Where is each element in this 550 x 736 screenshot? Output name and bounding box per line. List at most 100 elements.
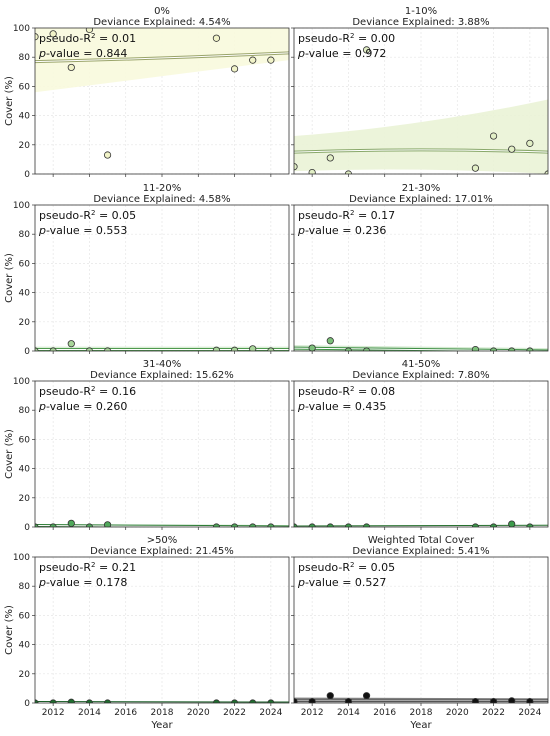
p-value-annotation: p-value = 0.553	[38, 224, 127, 237]
y-tick-label: 60	[19, 435, 31, 445]
data-point	[508, 145, 516, 153]
y-axis-label: Cover (%)	[4, 253, 15, 303]
p-value-annotation: p-value = 0.844	[38, 47, 127, 60]
plot-area	[294, 46, 548, 174]
pseudo-r2-annotation: pseudo-R2 = 0.17	[298, 209, 395, 222]
panel-title: 11-20%	[143, 183, 182, 194]
x-tick-label: 2022	[482, 708, 505, 718]
pseudo-r2-annotation: pseudo-R2 = 0.05	[298, 561, 395, 574]
data-point	[526, 697, 534, 703]
data-point	[308, 344, 316, 351]
pseudo-r2-annotation: pseudo-R2 = 0.08	[298, 385, 395, 398]
panel-5: 31-40%Deviance Explained: 15.62% 0 20 40 60 8…	[4, 359, 290, 533]
x-tick-label: 2016	[373, 708, 396, 718]
panel-title: 1-10%	[405, 6, 437, 17]
p-value-annotation: p-value = 0.178	[38, 576, 127, 589]
data-point	[67, 698, 75, 703]
pseudo-r2-annotation: pseudo-R2 = 0.21	[39, 561, 136, 574]
data-point	[326, 337, 334, 345]
panel-title: >50%	[147, 535, 178, 546]
data-point	[471, 345, 480, 351]
x-tick-label: 2012	[42, 708, 65, 718]
y-axis-label: Cover (%)	[4, 429, 15, 479]
x-tick-label: 2012	[301, 708, 324, 718]
plot-area	[294, 520, 548, 527]
x-tick-label: 2020	[187, 708, 210, 718]
y-tick-label: 40	[19, 641, 31, 651]
data-point	[85, 28, 94, 34]
data-point	[344, 697, 353, 703]
y-tick-label: 100	[13, 24, 30, 34]
panel-3: 11-20%Deviance Explained: 4.58% 0 20 40 60 80…	[4, 183, 290, 357]
data-point	[326, 692, 334, 700]
data-point	[230, 346, 239, 351]
y-tick-label: 100	[13, 553, 30, 563]
data-point	[35, 33, 39, 41]
y-tick-label: 60	[19, 259, 31, 269]
y-tick-label: 20	[19, 318, 31, 328]
data-point	[67, 340, 75, 348]
panel-6: 41-50%Deviance Explained: 7.80% pseudo-R2…	[291, 359, 549, 530]
data-point	[362, 46, 371, 54]
panel-4: 21-30%Deviance Explained: 17.01% pseudo-R…	[291, 183, 549, 354]
data-point	[508, 697, 516, 703]
data-point	[67, 519, 75, 527]
x-tick-label: 2016	[114, 708, 137, 718]
panel-subtitle: Deviance Explained: 7.80%	[352, 370, 489, 381]
y-tick-label: 80	[19, 582, 31, 592]
data-point	[249, 56, 257, 64]
y-tick-label: 40	[19, 465, 31, 475]
panel-7: >50%Deviance Explained: 21.45% 0 20 40 60 80 1…	[4, 535, 290, 731]
y-tick-label: 60	[19, 82, 31, 92]
confidence-band	[35, 28, 289, 93]
panel-1: 0%Deviance Explained: 4.54% 0 20 40 60 80 100 p…	[4, 6, 290, 180]
y-tick-label: 0	[24, 170, 30, 180]
panel-subtitle: Deviance Explained: 21.45%	[90, 546, 234, 557]
pseudo-r2-annotation: pseudo-R2 = 0.00	[298, 32, 395, 45]
plot-area	[35, 28, 289, 159]
plot-area	[35, 340, 289, 351]
data-point	[103, 151, 112, 159]
panel-subtitle: Deviance Explained: 17.01%	[349, 194, 493, 205]
pseudo-r2-annotation: pseudo-R2 = 0.01	[39, 32, 136, 45]
y-tick-label: 80	[19, 406, 31, 416]
data-point	[362, 692, 371, 700]
data-point	[49, 30, 57, 38]
p-value-annotation: p-value = 0.236	[297, 224, 386, 237]
x-axis-label: Year	[409, 720, 432, 731]
x-axis-label: Year	[150, 720, 173, 731]
y-tick-label: 40	[19, 289, 31, 299]
panel-title: 21-30%	[402, 183, 441, 194]
data-point	[326, 154, 334, 162]
y-tick-label: 20	[19, 141, 31, 151]
y-tick-label: 40	[19, 112, 31, 122]
x-tick-label: 2018	[410, 708, 433, 718]
y-tick-label: 0	[24, 347, 30, 357]
x-tick-label: 2014	[78, 708, 101, 718]
y-tick-label: 100	[13, 201, 30, 211]
x-tick-label: 2024	[518, 708, 541, 718]
p-value-annotation: p-value = 0.527	[297, 576, 386, 589]
data-point	[308, 168, 316, 174]
data-point	[67, 63, 75, 72]
x-tick-label: 2014	[337, 708, 360, 718]
panel-title: Weighted Total Cover	[368, 535, 475, 546]
confidence-band	[294, 99, 548, 174]
y-axis-label: Cover (%)	[4, 605, 15, 655]
panel-2: 1-10%Deviance Explained: 3.88% pseudo-R2 …	[291, 6, 549, 177]
panel-title: 31-40%	[143, 359, 182, 370]
y-tick-label: 80	[19, 53, 31, 63]
panel-subtitle: Deviance Explained: 15.62%	[90, 370, 234, 381]
data-point	[489, 697, 498, 703]
y-tick-label: 0	[24, 523, 30, 533]
pseudo-r2-annotation: pseudo-R2 = 0.05	[39, 209, 136, 222]
data-point	[489, 132, 498, 140]
y-tick-label: 80	[19, 230, 31, 240]
p-value-annotation: p-value = 0.435	[297, 400, 386, 413]
data-point	[294, 163, 298, 171]
data-point	[212, 34, 221, 42]
data-point	[508, 520, 516, 527]
x-tick-label: 2022	[223, 708, 246, 718]
